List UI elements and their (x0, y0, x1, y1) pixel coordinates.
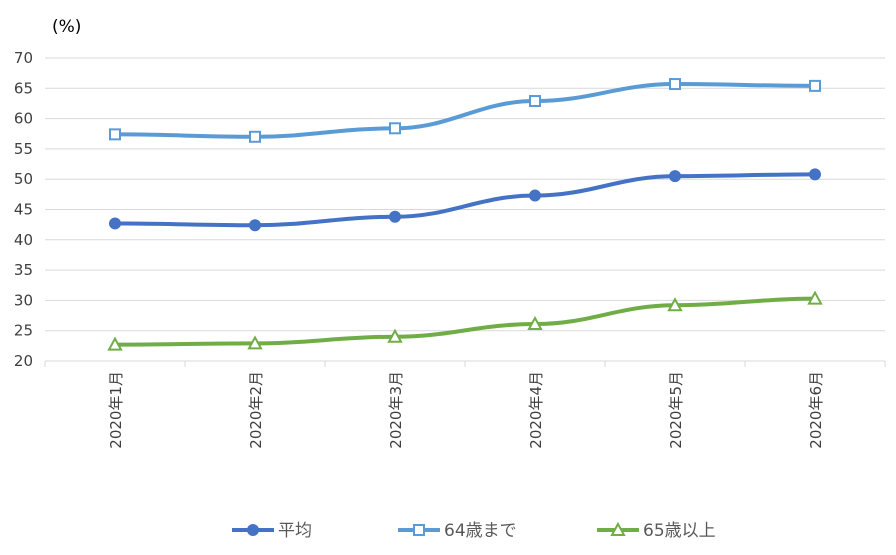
data-point (249, 130, 261, 143)
x-tick-label: 2020年1月 (107, 371, 125, 449)
legend-label: 64歳まで (444, 521, 517, 541)
y-tick-label: 55 (14, 140, 33, 158)
data-point (529, 95, 541, 108)
y-tick-label: 25 (14, 322, 33, 340)
y-tick-label: 20 (14, 352, 33, 370)
series-line (114, 82, 816, 139)
legend-label: 平均 (278, 521, 312, 541)
series-layer (107, 78, 823, 351)
legend-item: 65歳以上 (597, 521, 716, 541)
data-point (109, 128, 121, 141)
x-tick-label: 2020年3月 (387, 371, 405, 449)
legend-marker (413, 524, 425, 536)
data-point (667, 297, 683, 312)
legend-marker (247, 524, 259, 536)
y-tick-label: 40 (14, 231, 33, 249)
x-axis: 2020年1月 2020年2月 2020年3月 2020年4月 2020年5月 2020年… (44, 361, 886, 449)
series-2 (109, 78, 821, 143)
data-point (107, 336, 123, 351)
x-tick-label: 2020年2月 (247, 371, 265, 449)
y-tick-label: 50 (14, 170, 33, 188)
data-point (527, 315, 543, 331)
y-axis: 20 25 30 35 40 45 50 55 60 65 70 (14, 49, 33, 370)
data-point (809, 79, 821, 92)
y-tick-label: 60 (14, 110, 33, 128)
series-1 (109, 168, 821, 232)
data-point (247, 335, 263, 350)
gridlines (45, 57, 885, 362)
data-point (389, 210, 401, 223)
legend-item: 64歳まで (398, 521, 517, 541)
y-tick-label: 70 (14, 49, 33, 67)
y-tick-label: 45 (14, 201, 33, 219)
data-point (669, 170, 681, 183)
y-tick-label: 35 (14, 261, 33, 279)
data-point (529, 189, 541, 202)
series-3 (107, 290, 823, 351)
data-point (807, 290, 823, 305)
series-line (114, 172, 816, 228)
data-point (249, 219, 261, 232)
data-point (109, 217, 121, 230)
legend-label: 65歳以上 (643, 521, 716, 541)
x-tick-label: 2020年6月 (807, 371, 825, 449)
legend-marker (610, 521, 626, 536)
legend: 平均 64歳まで 65歳以上 (232, 521, 716, 541)
y-tick-label: 30 (14, 291, 33, 309)
data-point (669, 78, 681, 91)
y-tick-label: 65 (14, 79, 33, 97)
x-tick-label: 2020年5月 (667, 371, 685, 449)
data-point (387, 328, 403, 343)
data-point (809, 168, 821, 181)
series-line (114, 296, 816, 347)
data-point (389, 122, 401, 135)
legend-item: 平均 (232, 521, 312, 541)
x-tick-label: 2020年4月 (527, 371, 545, 449)
y-axis-unit-label: (%) (52, 17, 81, 37)
